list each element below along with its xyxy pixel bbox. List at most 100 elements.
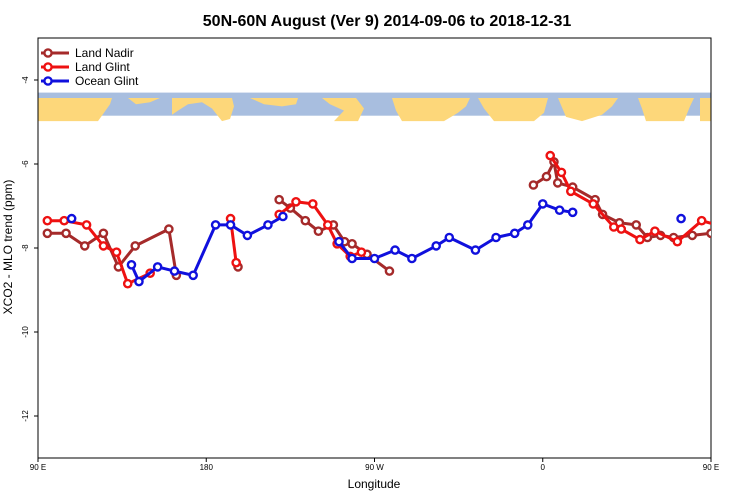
ocean-glint-point xyxy=(66,213,77,224)
land-nadir-point xyxy=(726,242,733,249)
land-glint-point xyxy=(356,247,367,257)
ocean-glint-point xyxy=(225,220,236,230)
legend-label: Land Glint xyxy=(75,60,130,74)
x-tick-label: 0 xyxy=(541,463,546,472)
y-tick-label: -12 xyxy=(21,410,30,422)
land-glint-point xyxy=(616,224,627,234)
series-land-glint xyxy=(42,150,733,289)
land-glint-point xyxy=(291,196,301,207)
land-nadir-point xyxy=(384,266,395,276)
land-glint-line xyxy=(548,154,711,244)
land-nadir-point xyxy=(541,171,552,182)
land-nadir-point xyxy=(61,228,71,239)
ocean-glint-point xyxy=(431,241,441,251)
series-ocean-glint xyxy=(66,199,750,287)
ocean-glint-point xyxy=(242,230,253,241)
ocean-glint-point xyxy=(407,253,417,264)
ocean-glint-point xyxy=(169,266,180,276)
land-nadir-point xyxy=(79,241,90,251)
y-tick-label: -6 xyxy=(21,160,30,168)
ocean-glint-point xyxy=(369,253,380,264)
land-glint-point xyxy=(231,257,241,268)
land-nadir-point xyxy=(164,224,174,234)
ocean-glint-point xyxy=(152,262,163,272)
ocean-glint-point xyxy=(444,232,455,243)
land-nadir-point xyxy=(130,241,141,251)
y-tick-label: -8 xyxy=(21,244,30,252)
land-glint-point xyxy=(650,226,660,236)
land-nadir-point xyxy=(735,230,742,237)
x-axis-label: Longitude xyxy=(348,477,401,491)
legend-marker xyxy=(43,62,53,72)
land-glint-point xyxy=(696,215,707,226)
ocean-glint-point xyxy=(126,259,137,270)
land-nadir-point xyxy=(98,228,109,239)
ocean-glint-point xyxy=(554,205,565,215)
ocean-glint-point xyxy=(188,270,198,281)
land-glint-point xyxy=(122,278,133,289)
ocean-glint-point xyxy=(537,199,548,209)
x-tick-label: 180 xyxy=(200,463,214,472)
ocean-glint-point xyxy=(676,213,686,224)
land-nadir-point xyxy=(552,178,563,188)
land-glint-point xyxy=(42,215,53,226)
ocean-glint-point xyxy=(567,207,578,218)
land-glint-point xyxy=(308,199,318,209)
ocean-glint-point xyxy=(334,236,344,247)
map-band-land xyxy=(38,97,711,122)
chart-title: 50N-60N August (Ver 9) 2014-09-06 to 201… xyxy=(203,13,572,30)
map-band xyxy=(38,92,711,122)
ocean-glint-point xyxy=(509,228,520,239)
legend-marker xyxy=(43,48,53,58)
land-nadir-point xyxy=(687,230,698,241)
ocean-glint-point xyxy=(522,220,533,230)
land-nadir-point xyxy=(739,263,746,270)
land-glint-point xyxy=(608,222,619,232)
y-tick-label: -10 xyxy=(21,326,30,338)
land-nadir-point xyxy=(274,194,284,205)
legend-label: Ocean Glint xyxy=(75,74,139,88)
ocean-glint-point xyxy=(745,261,750,268)
ocean-glint-point xyxy=(278,211,288,222)
land-glint-point xyxy=(59,215,69,226)
ocean-glint-point xyxy=(263,220,273,230)
x-axis: 90 E 180 90 W 0 90 E xyxy=(30,458,719,472)
ocean-glint-point xyxy=(491,232,501,243)
ocean-glint-point xyxy=(347,253,357,264)
land-nadir-point xyxy=(347,238,357,249)
legend-marker xyxy=(43,76,53,86)
land-nadir-point xyxy=(528,180,539,190)
ocean-glint-line xyxy=(130,215,284,284)
ocean-glint-point xyxy=(134,276,144,287)
land-glint-point xyxy=(322,220,333,230)
land-glint-point xyxy=(713,221,720,228)
x-tick-label: 90 W xyxy=(365,463,384,472)
ocean-glint-line xyxy=(337,202,573,260)
land-nadir-point xyxy=(42,228,53,239)
land-glint-point xyxy=(556,167,567,178)
land-glint-point xyxy=(672,236,683,247)
land-glint-point xyxy=(635,234,645,245)
land-glint-point xyxy=(545,150,556,161)
legend-item-land-nadir: Land Nadir xyxy=(41,46,134,60)
land-glint-point xyxy=(111,247,122,257)
land-glint-point xyxy=(588,199,599,209)
land-glint-point xyxy=(98,241,109,251)
x-tick-label: 90 E xyxy=(30,463,46,472)
y-tick-label: -4 xyxy=(21,76,30,84)
land-nadir-point xyxy=(706,228,711,239)
y-axis: -4 -6 -8 -10 -12 xyxy=(21,76,38,422)
x-tick-label: 90 E xyxy=(703,463,719,472)
series-layer xyxy=(42,150,750,289)
land-nadir-point xyxy=(631,220,642,230)
ocean-glint-point xyxy=(390,245,400,255)
land-nadir-point xyxy=(313,226,324,236)
y-axis-label: XCO2 - MLO trend (ppm) xyxy=(1,180,15,315)
land-glint-point xyxy=(726,240,733,247)
land-nadir-point xyxy=(300,215,311,226)
land-glint-point xyxy=(565,186,576,197)
legend-item-ocean-glint: Ocean Glint xyxy=(41,74,139,88)
ocean-glint-point xyxy=(210,220,221,230)
